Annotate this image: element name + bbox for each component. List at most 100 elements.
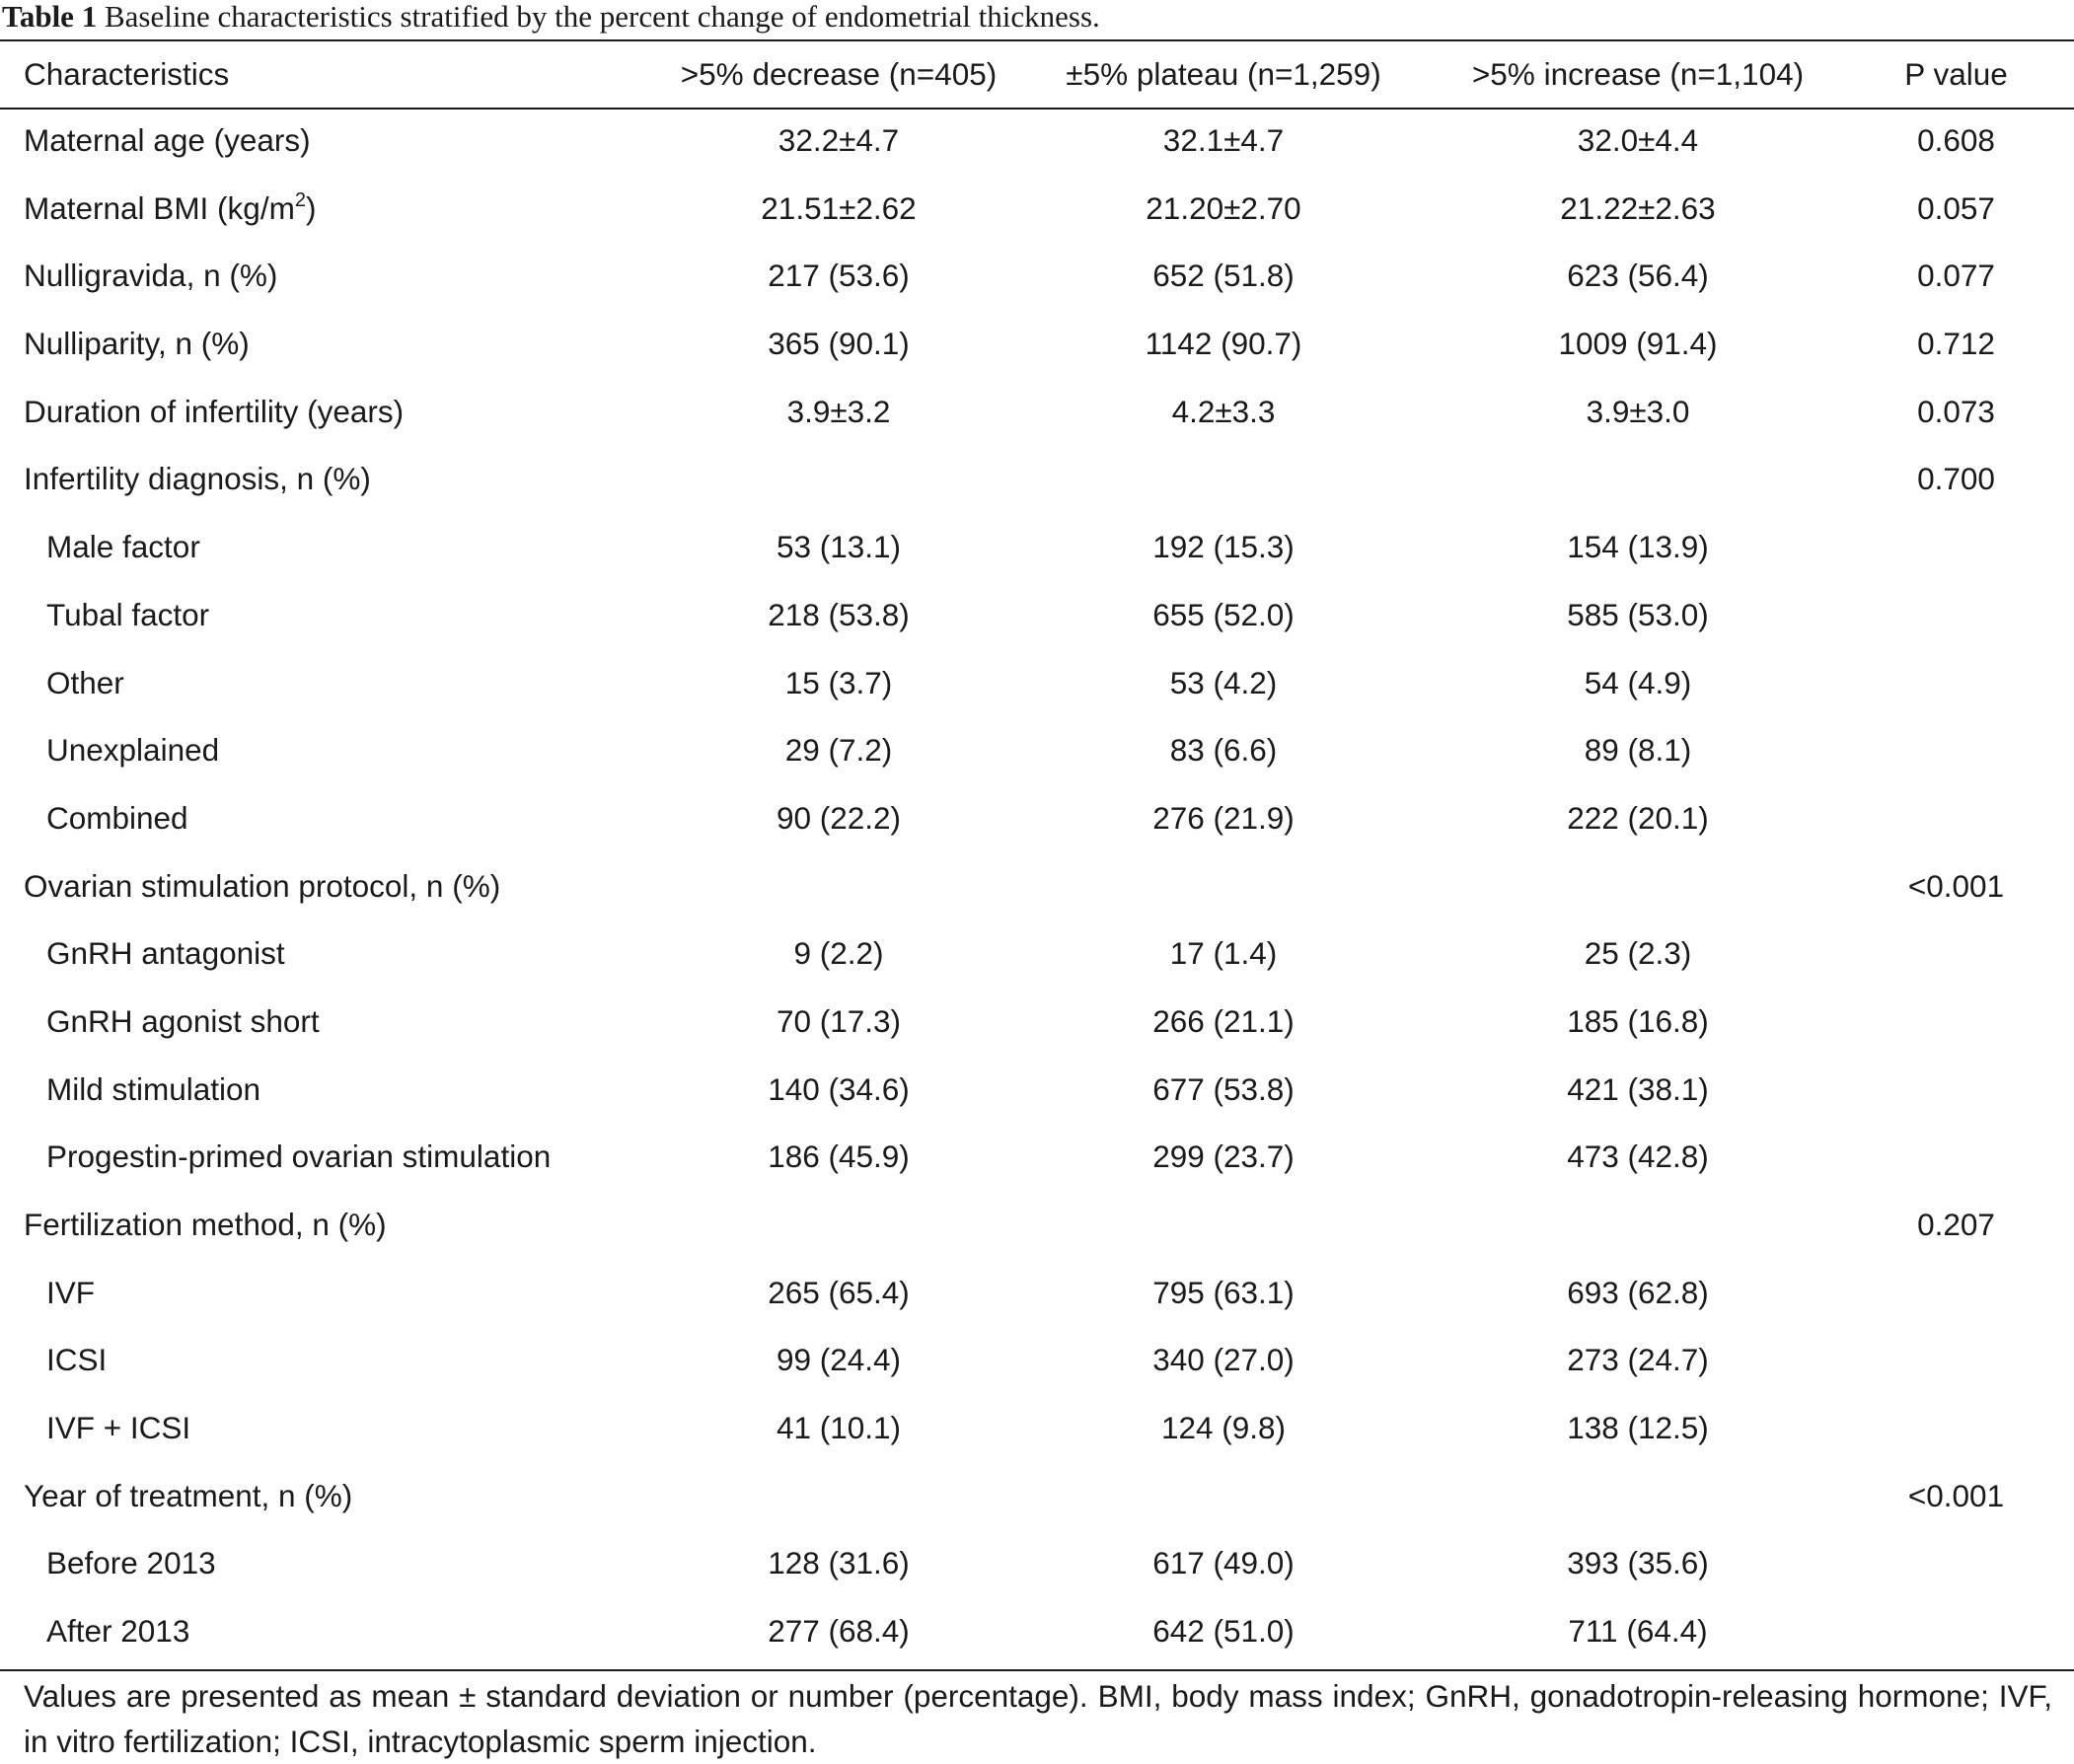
- bottom-rule: [0, 1669, 2074, 1671]
- row-label-text: Other: [46, 664, 124, 700]
- row-label: ICSI: [46, 1326, 678, 1394]
- plateau-value: 1142 (90.7): [1145, 326, 1302, 362]
- table-row: Combined 90 (22.2) 276 (21.9) 222 (20.1): [0, 784, 2074, 852]
- p-value: 0.077: [1917, 257, 1995, 294]
- plateau-value: 32.1±4.7: [1162, 122, 1285, 158]
- plateau-value: 642 (51.0): [1152, 1613, 1295, 1650]
- row-label-text: Maternal age (years): [24, 122, 311, 158]
- row-label-text: GnRH agonist short: [46, 1002, 320, 1039]
- increase-value: 711 (64.4): [1568, 1613, 1708, 1650]
- table-caption-text: Baseline characteristics stratified by t…: [104, 0, 1100, 34]
- row-label-tail: ): [305, 189, 317, 226]
- row-label: IVF + ICSI: [46, 1394, 678, 1462]
- row-label: Fertilization method, n (%): [24, 1191, 655, 1259]
- table-body: Maternal age (years) 32.2±4.7 32.1±4.7 32.0…: [0, 107, 2074, 1665]
- header-p-value: P value: [1904, 56, 2008, 92]
- table-row: Maternal age (years) 32.2±4.7 32.1±4.7 32.0…: [0, 107, 2074, 175]
- plateau-value: 53 (4.2): [1169, 664, 1278, 700]
- decrease-value: 140 (34.6): [768, 1070, 910, 1107]
- increase-value: 273 (24.7): [1567, 1342, 1709, 1378]
- p-value: <0.001: [1907, 867, 2005, 904]
- increase-value: 222 (20.1): [1567, 799, 1709, 836]
- table-row: Other 15 (3.7) 53 (4.2) 54 (4.9): [0, 649, 2074, 717]
- row-label-text: After 2013: [46, 1613, 190, 1650]
- row-label-text: Nulliparity, n (%): [24, 326, 250, 362]
- plateau-value: 83 (6.6): [1169, 732, 1278, 769]
- table-row: Before 2013 128 (31.6) 617 (49.0) 393 (35.6…: [0, 1529, 2074, 1597]
- decrease-value: 32.2±4.7: [778, 122, 900, 158]
- decrease-value: 3.9±3.2: [786, 393, 891, 429]
- row-label-superscript: 2: [294, 188, 306, 211]
- plateau-value: 4.2±3.3: [1171, 393, 1276, 429]
- decrease-value: 265 (65.4): [768, 1274, 910, 1310]
- table-footnote: Values are presented as mean ± standard …: [24, 1678, 2052, 1759]
- increase-value: 693 (62.8): [1567, 1274, 1709, 1310]
- increase-value: 138 (12.5): [1567, 1410, 1709, 1446]
- row-label-text: Maternal BMI (kg/m: [24, 189, 295, 226]
- row-label: IVF: [46, 1259, 678, 1327]
- increase-value: 54 (4.9): [1584, 664, 1692, 700]
- table-row: Unexplained 29 (7.2) 83 (6.6) 89 (8.1): [0, 716, 2074, 784]
- decrease-value: 41 (10.1): [776, 1410, 902, 1446]
- plateau-value: 276 (21.9): [1152, 799, 1295, 836]
- plateau-value: 652 (51.8): [1152, 257, 1295, 294]
- plateau-value: 21.20±2.70: [1146, 189, 1301, 226]
- table-row: Duration of infertility (years) 3.9±3.2 4.…: [0, 378, 2074, 446]
- row-label-text: Fertilization method, n (%): [24, 1207, 387, 1242]
- plateau-value: 617 (49.0): [1152, 1545, 1295, 1581]
- p-value: 0.700: [1917, 461, 1995, 497]
- decrease-value: 186 (45.9): [768, 1139, 910, 1175]
- decrease-value: 365 (90.1): [768, 326, 910, 362]
- decrease-value: 70 (17.3): [776, 1002, 902, 1039]
- row-label: Duration of infertility (years): [24, 378, 655, 446]
- increase-value: 3.9±3.0: [1586, 393, 1690, 429]
- table-row: GnRH antagonist 9 (2.2) 17 (1.4) 25 (2.3): [0, 919, 2074, 988]
- table-row: GnRH agonist short 70 (17.3) 266 (21.1) 185…: [0, 988, 2074, 1056]
- p-value: 0.608: [1917, 122, 1995, 158]
- p-value: 0.712: [1917, 326, 1995, 362]
- row-label: Unexplained: [46, 716, 678, 784]
- table-row: Nulligravida, n (%) 217 (53.6) 652 (51.8) 6…: [0, 242, 2074, 310]
- increase-value: 185 (16.8): [1567, 1002, 1709, 1039]
- increase-value: 21.22±2.63: [1560, 189, 1716, 226]
- decrease-value: 99 (24.4): [776, 1342, 902, 1378]
- row-label: GnRH antagonist: [46, 919, 678, 988]
- table-row: ICSI 99 (24.4) 340 (27.0) 273 (24.7): [0, 1326, 2074, 1394]
- increase-value: 421 (38.1): [1567, 1070, 1709, 1107]
- row-label: Other: [46, 649, 678, 717]
- row-label: Before 2013: [46, 1529, 678, 1597]
- plateau-value: 17 (1.4): [1169, 935, 1278, 972]
- row-label-text: Tubal factor: [46, 596, 210, 632]
- table-row: IVF 265 (65.4) 795 (63.1) 693 (62.8): [0, 1259, 2074, 1327]
- table-row: After 2013 277 (68.4) 642 (51.0) 711 (64.4): [0, 1597, 2074, 1665]
- header-increase: >5% increase (n=1,104): [1471, 56, 1805, 92]
- header-plateau: ±5% plateau (n=1,259): [1066, 56, 1381, 92]
- increase-value: 1009 (91.4): [1558, 326, 1718, 362]
- row-label: GnRH agonist short: [46, 988, 678, 1056]
- row-label: Year of treatment, n (%): [24, 1462, 655, 1530]
- row-label: Nulligravida, n (%): [24, 242, 655, 310]
- row-label: Male factor: [46, 513, 678, 581]
- row-label-text: Unexplained: [46, 732, 220, 769]
- decrease-value: 90 (22.2): [776, 799, 902, 836]
- table-caption-label: Table 1: [2, 0, 98, 34]
- row-label: Combined: [46, 784, 678, 852]
- table-row: IVF + ICSI 41 (10.1) 124 (9.8) 138 (12.5): [0, 1394, 2074, 1462]
- decrease-value: 9 (2.2): [793, 935, 884, 972]
- row-label-text: Nulligravida, n (%): [24, 257, 278, 294]
- increase-value: 154 (13.9): [1567, 529, 1709, 565]
- plateau-value: 266 (21.1): [1152, 1002, 1295, 1039]
- increase-value: 32.0±4.4: [1577, 122, 1699, 158]
- row-label-text: GnRH antagonist: [46, 935, 285, 972]
- plateau-value: 192 (15.3): [1152, 529, 1295, 565]
- p-value: 0.207: [1917, 1207, 1995, 1242]
- table-row: Progestin-primed ovarian stimulation 186 …: [0, 1123, 2074, 1191]
- decrease-value: 53 (13.1): [776, 529, 902, 565]
- increase-value: 25 (2.3): [1584, 935, 1692, 972]
- row-label-text: Progestin-primed ovarian stimulation: [46, 1139, 552, 1175]
- table-caption: Table 1 Baseline characteristics stratif…: [2, 0, 1100, 36]
- row-label-text: Duration of infertility (years): [24, 393, 405, 429]
- table-row: Mild stimulation 140 (34.6) 677 (53.8) 421 …: [0, 1056, 2074, 1124]
- table-row: Fertilization method, n (%) 0.207: [0, 1191, 2074, 1259]
- decrease-value: 128 (31.6): [768, 1545, 910, 1581]
